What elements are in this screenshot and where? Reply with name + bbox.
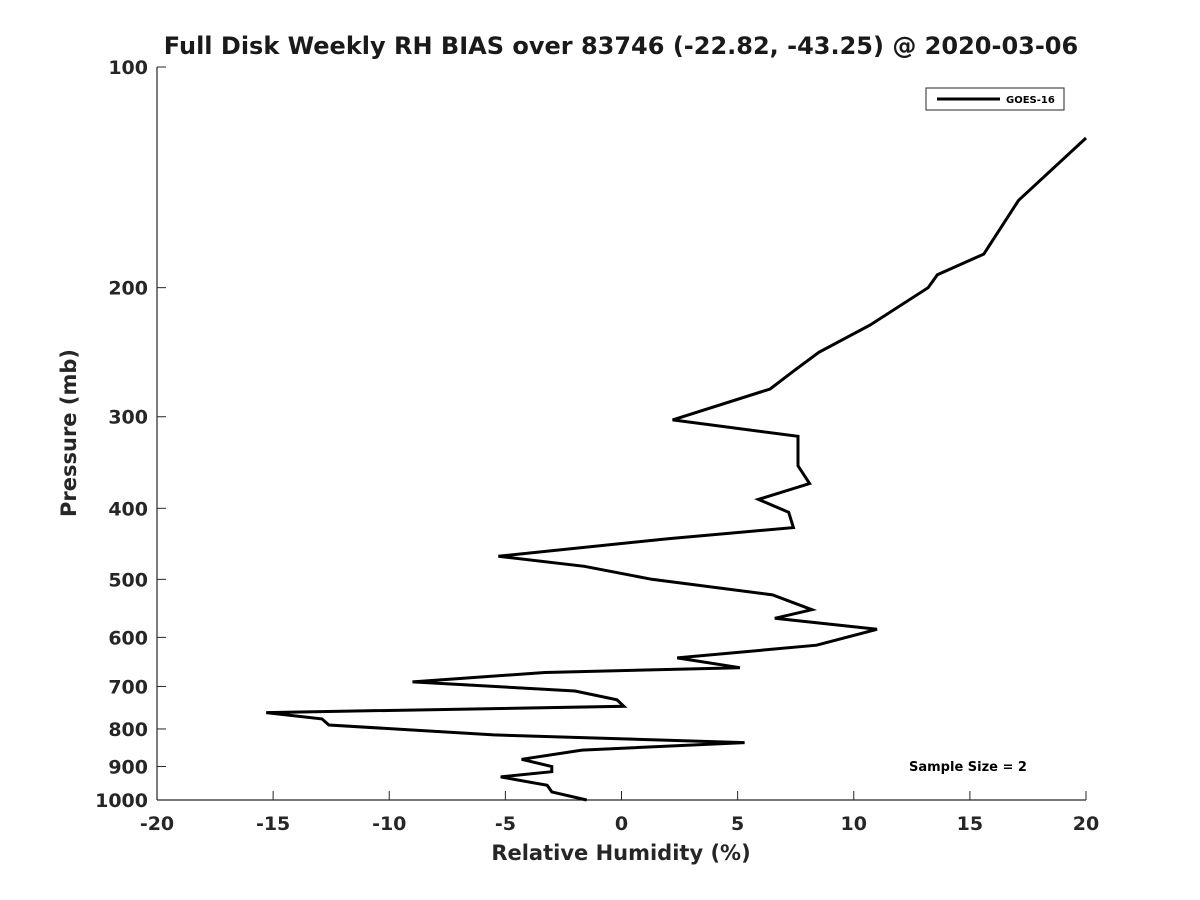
x-tick-label: -15 xyxy=(256,813,290,835)
legend: GOES-16 xyxy=(925,87,1065,111)
y-tick-label: 400 xyxy=(108,498,148,520)
y-ticks: 100 200 300 400 500 600 700 800 900 1000 xyxy=(95,57,166,812)
y-tick-label: 300 xyxy=(108,407,148,429)
y-tick-label: 600 xyxy=(108,627,148,649)
y-tick-label: 900 xyxy=(108,756,148,778)
x-tick-label: 20 xyxy=(1073,813,1099,835)
y-tick-label: 500 xyxy=(108,569,148,591)
x-ticks: -20 -15 -10 -5 0 5 10 15 20 xyxy=(140,791,1099,835)
axes xyxy=(156,67,1086,801)
y-tick-label: 100 xyxy=(108,57,148,79)
legend-label: GOES-16 xyxy=(1006,95,1055,106)
x-tick-label: -10 xyxy=(372,813,406,835)
y-tick-label: 700 xyxy=(108,676,148,698)
x-tick-label: -5 xyxy=(495,813,516,835)
y-tick-label: 200 xyxy=(108,278,148,300)
x-tick-label: 5 xyxy=(731,813,744,835)
series-layer xyxy=(266,136,1088,802)
x-tick-label: -20 xyxy=(140,813,174,835)
x-tick-label: 15 xyxy=(957,813,983,835)
x-tick-label: 10 xyxy=(841,813,867,835)
chart-title: Full Disk Weekly RH BIAS over 83746 (-22… xyxy=(164,32,1078,60)
y-axis-label: Pressure (mb) xyxy=(57,349,81,517)
x-axis-label: Relative Humidity (%) xyxy=(491,841,750,865)
sample-size-annotation: Sample Size = 2 xyxy=(909,760,1027,775)
y-tick-label: 1000 xyxy=(95,790,148,812)
series-line-goes-16 xyxy=(266,136,1088,802)
y-tick-label: 800 xyxy=(108,719,148,741)
x-tick-label: 0 xyxy=(615,813,628,835)
